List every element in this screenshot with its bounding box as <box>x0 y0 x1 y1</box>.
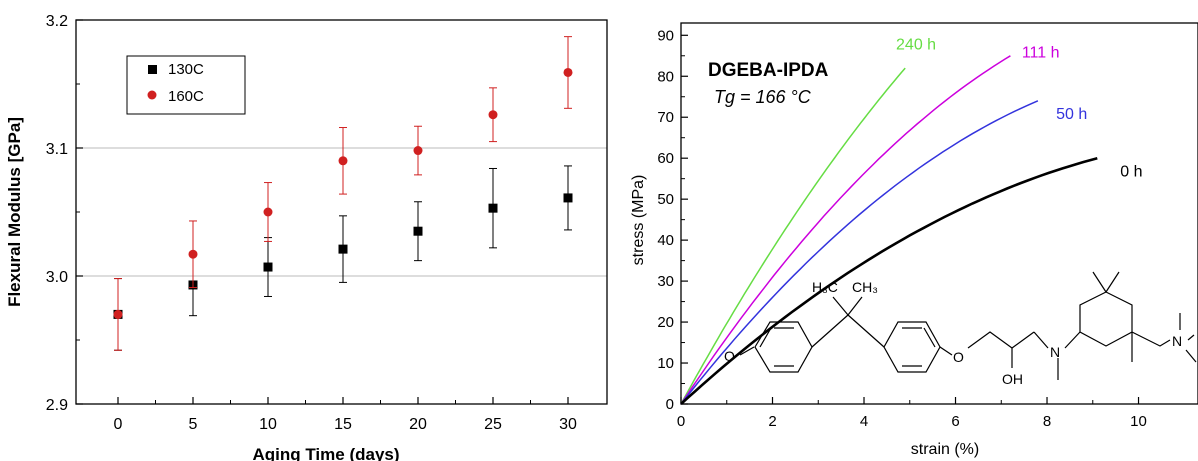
legend-box <box>126 55 246 115</box>
y-tick-label-right: 10 <box>657 355 674 372</box>
data-point-130c <box>338 244 348 254</box>
y-tick-label-right: 80 <box>657 68 674 85</box>
structure-ch3-left: H₃C <box>812 279 838 295</box>
data-point-160c <box>188 249 198 259</box>
structure-n-1: N <box>1050 344 1060 360</box>
structure-methoxy-o: O <box>724 348 735 364</box>
curve-label-50h: 50 h <box>1056 106 1087 123</box>
y-axis-label-right: stress (MPa) <box>630 175 647 266</box>
x-tick-label: 25 <box>484 416 502 433</box>
plot-frame-right <box>680 22 1198 405</box>
y-axis-label: Flexural Modulus [GPa] <box>5 117 24 307</box>
data-point-160c <box>263 207 273 217</box>
structure-ch3-right: CH₃ <box>852 279 878 295</box>
structure-ether-o: O <box>953 349 964 365</box>
data-point-160c <box>488 110 498 120</box>
stress-strain-chart: 0 2 4 6 8 10 0 10 20 30 40 50 60 70 80 90 240 h 111 h 50 … <box>630 22 1198 458</box>
chemical-structure-drawing <box>739 271 1197 380</box>
structure-n-2: N <box>1172 333 1182 349</box>
legend-marker-130c <box>148 65 157 74</box>
y-tick-label: 3.2 <box>46 13 68 30</box>
data-point-160c <box>338 156 348 166</box>
data-point-130c <box>263 262 273 272</box>
x-tick-label: 15 <box>334 416 352 433</box>
x-tick-label-right: 8 <box>1043 413 1051 430</box>
x-tick-label: 0 <box>114 416 123 433</box>
data-point-130c <box>488 203 498 213</box>
y-tick-label-right: 70 <box>657 109 674 126</box>
x-tick-label: 5 <box>189 416 198 433</box>
data-point-160c <box>113 309 123 319</box>
x-tick-label: 30 <box>559 416 577 433</box>
curve-label-240h: 240 h <box>896 36 936 53</box>
data-point-160c <box>413 146 423 156</box>
curve-111h <box>680 55 1011 405</box>
y-tick-label: 2.9 <box>46 397 68 414</box>
x-axis-label-right: strain (%) <box>911 441 979 458</box>
legend-marker-160c <box>147 90 157 100</box>
curve-label-111h: 111 h <box>1022 45 1060 62</box>
y-tick-label: 3.1 <box>46 141 68 158</box>
x-tick-label-right: 2 <box>768 413 776 430</box>
y-tick-label-right: 20 <box>657 314 674 331</box>
x-tick-label-right: 6 <box>951 413 959 430</box>
data-point-160c <box>563 67 573 77</box>
legend-label-130c: 130C <box>168 61 204 78</box>
structure-oh: OH <box>1002 371 1023 387</box>
chart-title: DGEBA-IPDA <box>708 60 829 81</box>
chart-subtitle: Tg = 166 °C <box>714 87 812 107</box>
data-point-130c <box>563 193 573 203</box>
y-tick-label-right: 60 <box>657 150 674 167</box>
x-tick-label-right: 0 <box>677 413 685 430</box>
x-tick-label-right: 4 <box>860 413 868 430</box>
y-tick-label-right: 50 <box>657 191 674 208</box>
y-tick-label: 3.0 <box>46 269 68 286</box>
curve-label-0h: 0 h <box>1120 163 1142 180</box>
y-tick-label-right: 40 <box>657 232 674 249</box>
x-tick-label: 20 <box>409 416 427 433</box>
legend-label-160c: 160C <box>168 88 204 105</box>
curve-0h <box>680 156 1098 405</box>
x-tick-label-right: 10 <box>1130 413 1147 430</box>
x-axis-label: Aging Time (days) <box>252 445 399 461</box>
x-tick-label: 10 <box>259 416 277 433</box>
curve-240h <box>680 67 906 405</box>
flexural-modulus-chart: 0 5 10 15 20 25 30 2.9 3.0 3.1 3.2 130C 160C Aging… <box>5 13 608 461</box>
y-tick-label-right: 90 <box>657 27 674 44</box>
y-tick-label-right: 30 <box>657 273 674 290</box>
y-tick-label-right: 0 <box>666 396 674 413</box>
data-point-130c <box>413 226 423 236</box>
curve-50h <box>680 100 1039 405</box>
